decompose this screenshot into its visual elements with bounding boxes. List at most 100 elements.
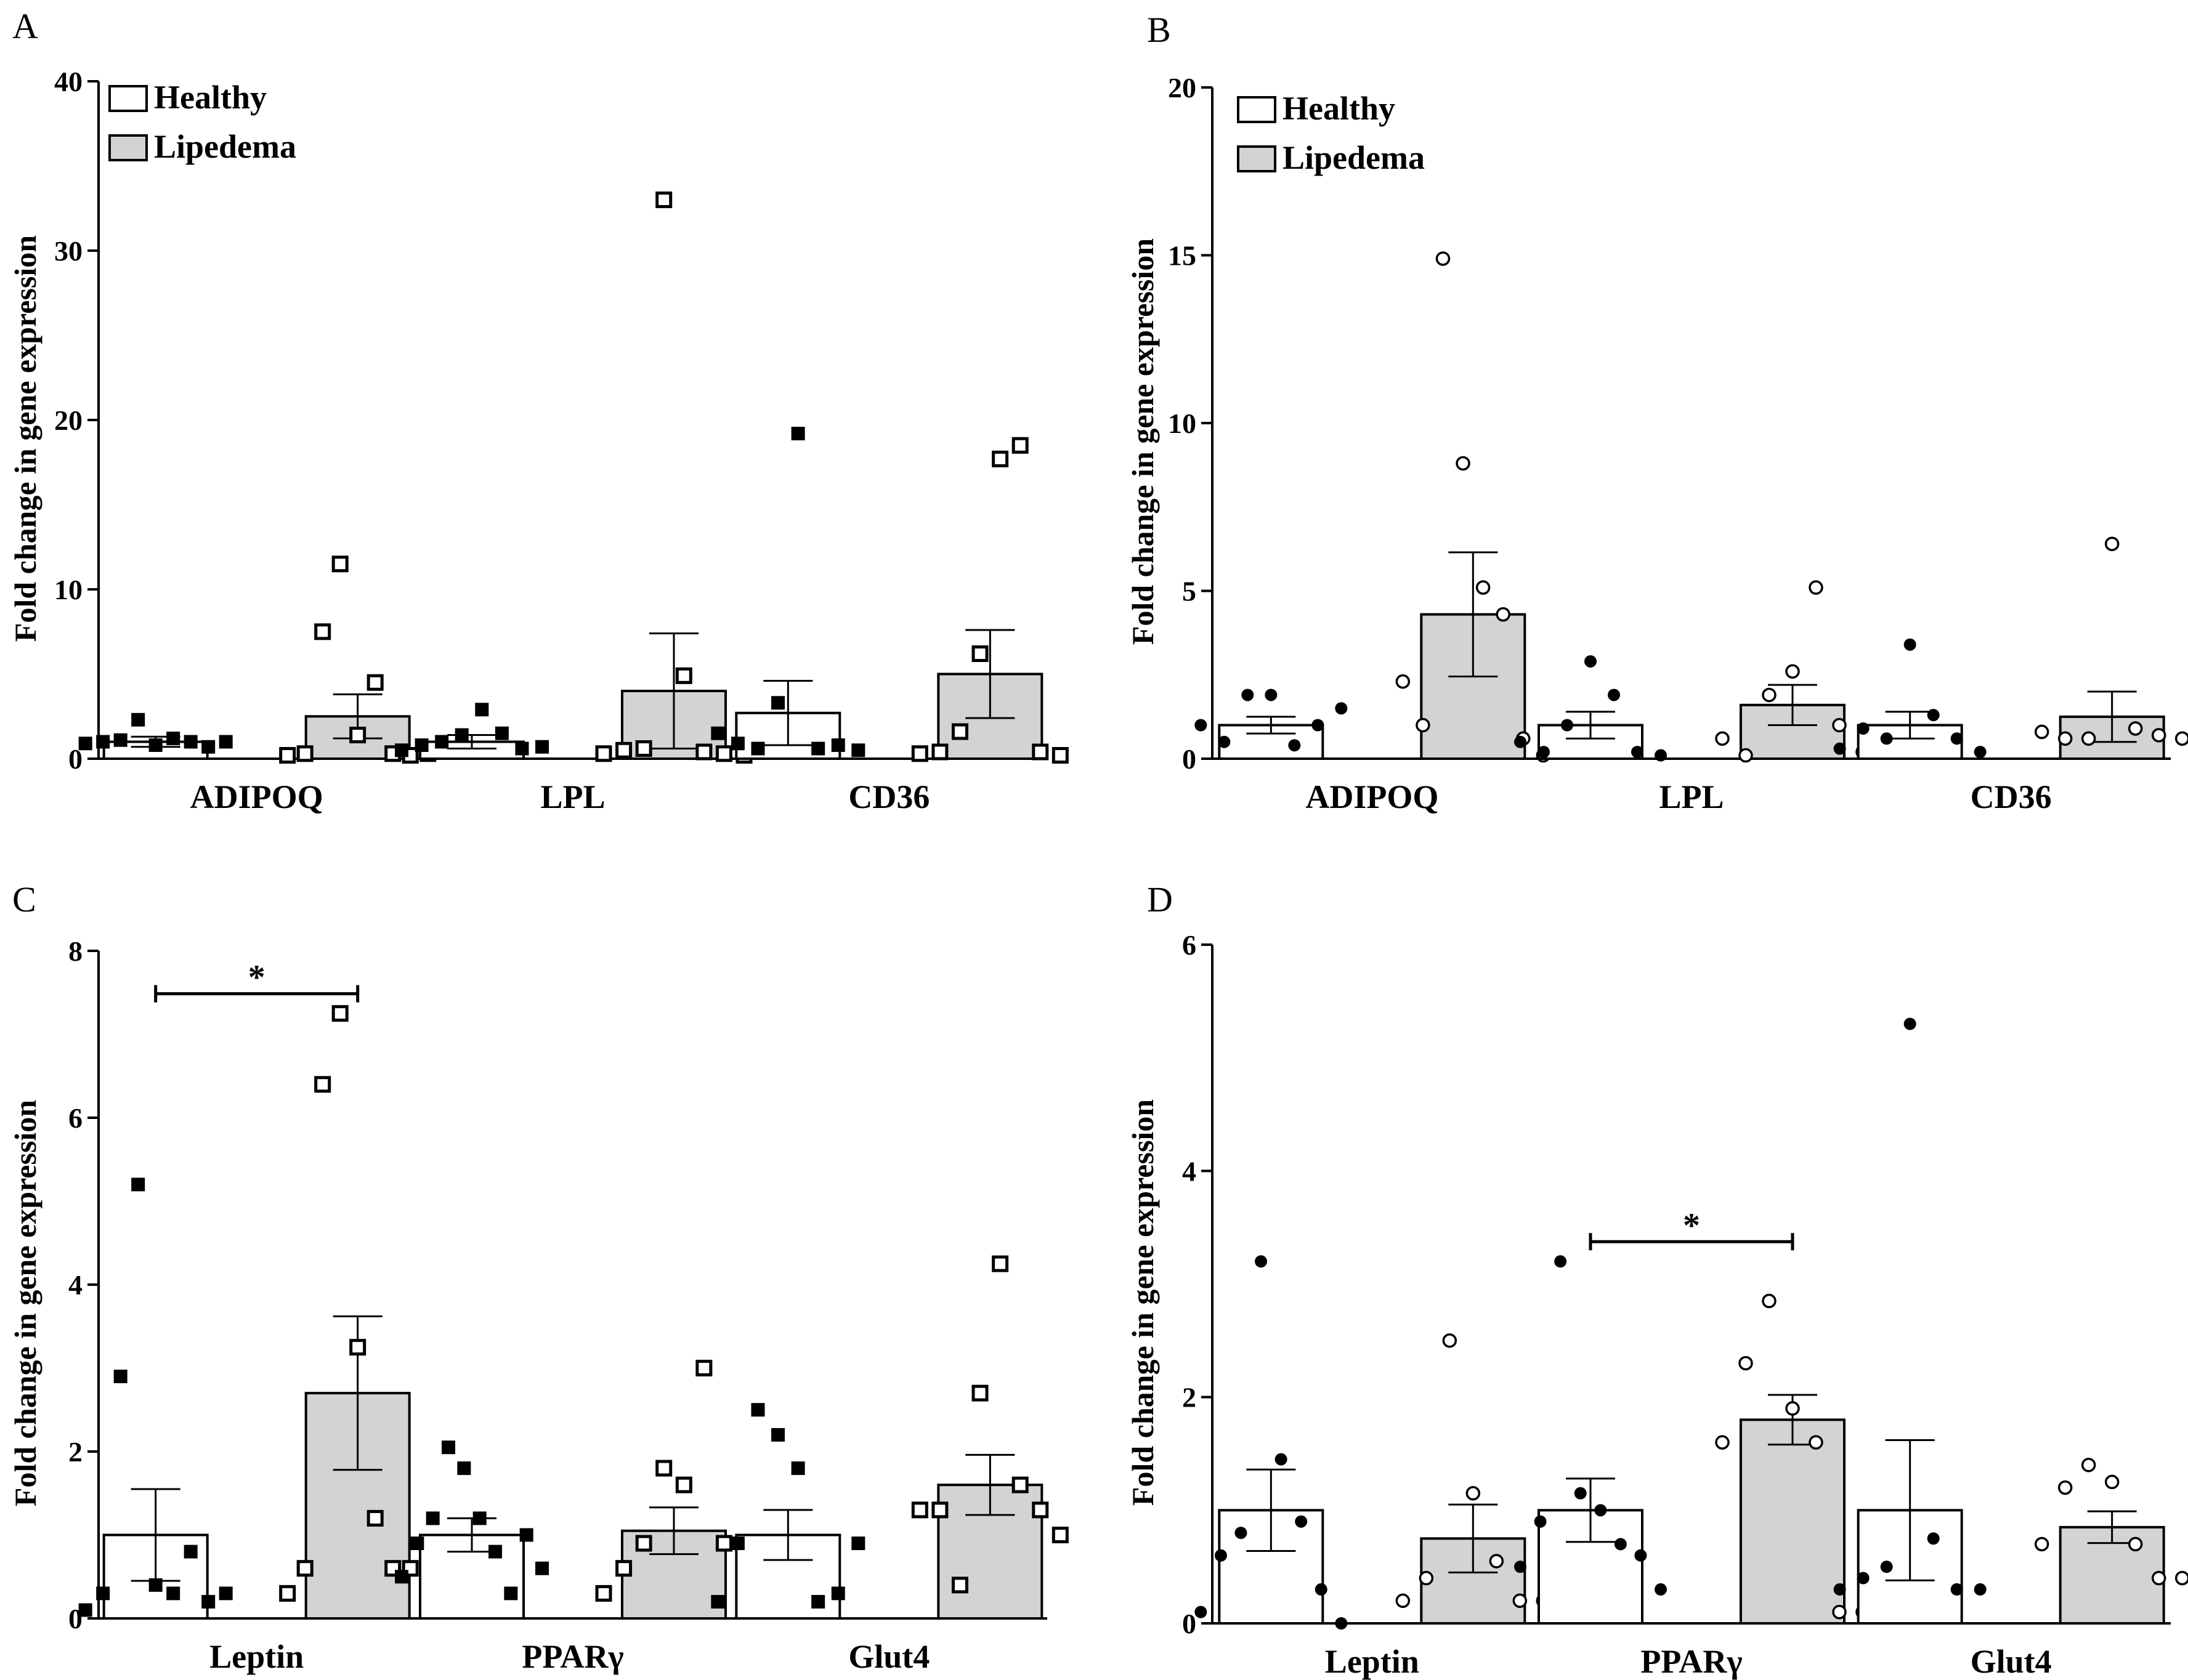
data-point-healthy: [811, 1594, 825, 1609]
data-point-healthy: [410, 1537, 424, 1551]
x-category-label: CD36: [848, 778, 930, 815]
data-point-healthy: [1214, 1549, 1227, 1562]
x-category-label: PPARγ: [522, 1638, 623, 1675]
data-point-healthy: [96, 1586, 110, 1601]
data-point-healthy: [791, 1461, 805, 1476]
data-point-healthy: [711, 1594, 725, 1609]
data-point-lipedema: [1762, 687, 1777, 703]
data-point-lipedema: [1832, 1604, 1847, 1620]
y-tick-label: 4: [1182, 1155, 1196, 1187]
data-point-lipedema: [2174, 731, 2188, 746]
data-point-healthy: [535, 1561, 549, 1575]
data-point-healthy: [495, 726, 509, 740]
data-point-healthy: [96, 735, 110, 749]
data-point-healthy: [1594, 1504, 1607, 1517]
data-point-lipedema: [675, 1476, 692, 1493]
data-point-healthy: [78, 1603, 92, 1617]
y-tick-label: 20: [1168, 72, 1196, 103]
data-point-healthy: [395, 1570, 408, 1584]
data-point-healthy: [1584, 655, 1597, 668]
legend-label-healthy: Healthy: [1282, 90, 1395, 127]
data-point-healthy: [1857, 1572, 1870, 1585]
data-point-healthy: [1974, 1583, 1987, 1596]
data-point-lipedema: [1395, 674, 1411, 689]
panel-letter: A: [12, 6, 38, 46]
y-tick-label: 10: [54, 574, 83, 605]
data-point-lipedema: [971, 645, 989, 662]
data-point-lipedema: [595, 1585, 612, 1602]
data-point-lipedema: [1416, 717, 1430, 733]
data-point-healthy: [78, 737, 92, 751]
data-point-lipedema: [1832, 717, 1847, 733]
y-tick-label: 2: [1182, 1382, 1196, 1413]
legend-swatch-lipedema: [108, 134, 148, 161]
data-point-healthy: [771, 696, 785, 710]
data-point-lipedema: [1051, 747, 1069, 764]
data-point-lipedema: [367, 674, 384, 691]
data-point-lipedema: [1738, 1355, 1753, 1371]
data-point-healthy: [1608, 689, 1620, 701]
data-point-healthy: [435, 735, 449, 749]
data-point-lipedema: [349, 1339, 367, 1356]
data-point-lipedema: [695, 743, 713, 761]
data-point-lipedema: [695, 1360, 713, 1376]
chart-panel-a: A 0 10 20 30 40 Fold change in gene expression…: [8, 6, 1069, 815]
data-point-lipedema: [655, 1460, 673, 1477]
data-point-lipedema: [1496, 607, 1510, 622]
data-point-healthy: [1631, 746, 1643, 759]
data-point-healthy: [1634, 1549, 1647, 1562]
data-point-lipedema: [951, 1577, 968, 1594]
data-point-lipedema: [1785, 1401, 1800, 1416]
data-point-healthy: [148, 1578, 163, 1592]
y-tick-label: 6: [1182, 929, 1196, 961]
significance-star: *: [1683, 1206, 1700, 1245]
data-point-healthy: [1554, 1255, 1567, 1268]
data-point-healthy: [771, 1428, 785, 1442]
data-point-lipedema: [992, 1255, 1009, 1272]
significance-star: *: [248, 959, 265, 997]
data-point-healthy: [1655, 1583, 1667, 1596]
data-point-healthy: [1927, 1532, 1940, 1545]
data-point-healthy: [201, 740, 216, 754]
data-point-healthy: [515, 741, 529, 756]
data-point-lipedema: [2057, 731, 2073, 746]
data-point-lipedema: [296, 1560, 314, 1577]
data-point-healthy: [1880, 732, 1893, 745]
y-tick-label: 30: [54, 235, 83, 267]
data-point-healthy: [851, 1537, 865, 1551]
data-point-healthy: [395, 743, 408, 757]
data-point-lipedema: [635, 740, 652, 757]
data-point-healthy: [711, 726, 725, 740]
data-point-healthy: [831, 1586, 845, 1601]
data-point-healthy: [751, 1403, 765, 1417]
data-point-healthy: [1950, 732, 1963, 745]
data-point-lipedema: [1489, 1554, 1504, 1569]
data-point-lipedema: [1051, 1527, 1069, 1543]
data-point-lipedema: [1512, 1593, 1528, 1609]
data-point-healthy: [1194, 719, 1207, 732]
data-point-healthy: [1614, 1538, 1627, 1551]
data-point-lipedema: [2128, 1537, 2143, 1552]
data-point-lipedema: [314, 1076, 331, 1093]
data-point-lipedema: [1032, 743, 1049, 761]
data-point-healthy: [1234, 1527, 1247, 1540]
legend-label-lipedema: Lipedema: [1282, 139, 1425, 176]
data-point-healthy: [1561, 719, 1573, 732]
panel-letter: B: [1147, 10, 1171, 50]
y-tick-label: 8: [68, 935, 83, 967]
data-point-healthy: [442, 1440, 455, 1455]
data-point-healthy: [791, 427, 805, 440]
data-point-lipedema: [279, 1585, 296, 1602]
data-point-lipedema: [1715, 1435, 1730, 1450]
data-point-lipedema: [1785, 664, 1800, 679]
data-point-lipedema: [2151, 1570, 2166, 1586]
data-point-lipedema: [595, 745, 612, 762]
y-tick-label: 40: [54, 66, 83, 97]
data-point-healthy: [519, 1528, 533, 1542]
data-point-lipedema: [2081, 1458, 2096, 1472]
legend-swatch-healthy: [108, 85, 148, 112]
legend-label-healthy: Healthy: [154, 79, 267, 116]
data-point-healthy: [1241, 689, 1254, 701]
